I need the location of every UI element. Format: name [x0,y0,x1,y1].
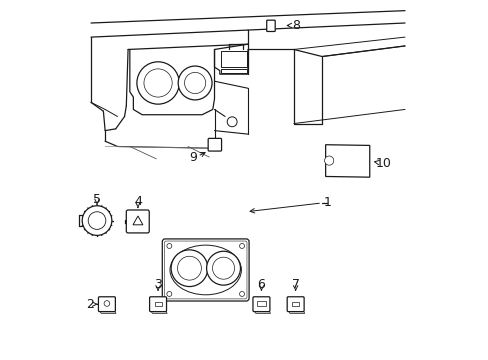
Circle shape [178,66,212,100]
Polygon shape [253,311,270,313]
Circle shape [104,301,109,306]
Bar [291,302,299,306]
Ellipse shape [170,245,241,295]
Polygon shape [99,311,116,313]
FancyBboxPatch shape [164,241,246,299]
FancyBboxPatch shape [286,297,304,312]
Bar [220,51,246,67]
FancyBboxPatch shape [266,20,275,31]
Circle shape [143,69,172,97]
FancyBboxPatch shape [98,297,115,312]
Circle shape [227,117,237,127]
Text: 4: 4 [134,195,142,208]
Text: 7: 7 [291,278,299,291]
FancyBboxPatch shape [126,210,149,233]
FancyBboxPatch shape [252,297,269,312]
Circle shape [88,212,105,229]
Text: 9: 9 [189,151,197,164]
Circle shape [239,292,244,296]
Circle shape [137,62,179,104]
Bar [154,302,161,306]
Circle shape [184,72,205,94]
Text: 6: 6 [257,278,265,291]
FancyBboxPatch shape [162,239,248,301]
Circle shape [177,256,201,280]
Circle shape [206,251,240,285]
Circle shape [166,243,171,248]
Bar [257,301,265,306]
Bar [220,68,246,73]
Text: 2: 2 [86,298,94,311]
Polygon shape [325,145,369,177]
Circle shape [166,292,171,296]
Text: 10: 10 [374,157,390,170]
Circle shape [171,250,207,287]
Text: 8: 8 [291,19,299,32]
Polygon shape [150,311,167,313]
Circle shape [212,257,234,279]
Text: 3: 3 [154,278,162,291]
Text: 1: 1 [323,197,331,210]
Polygon shape [133,216,142,225]
Circle shape [324,156,333,165]
Text: 5: 5 [93,193,101,206]
FancyBboxPatch shape [208,138,221,151]
Polygon shape [287,311,304,313]
Circle shape [239,243,244,248]
FancyBboxPatch shape [149,297,166,312]
Circle shape [82,206,112,235]
